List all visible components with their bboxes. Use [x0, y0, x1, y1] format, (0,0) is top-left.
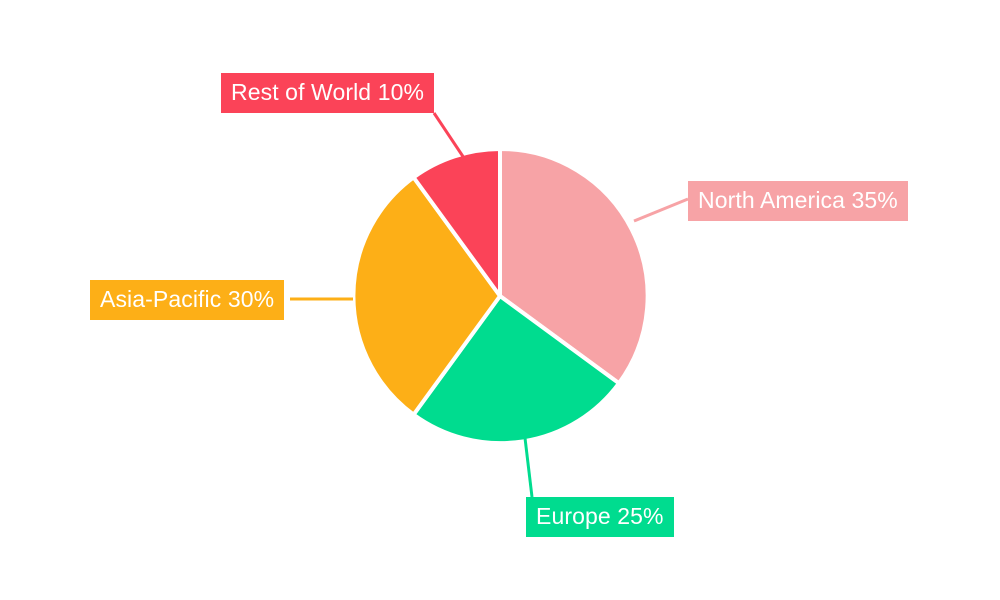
pie-slice-north-america[interactable]: [498, 146, 650, 386]
pie-label-europe[interactable]: Europe 25%: [526, 497, 674, 537]
leader-line-group: [290, 112, 689, 498]
pie-label-north-america[interactable]: North America 35%: [688, 181, 908, 221]
pie-slice-group: [351, 146, 650, 446]
leader-line-north-america: [633, 197, 689, 223]
leader-line-rest-of-world: [432, 112, 466, 159]
pie-slice-asia-pacific[interactable]: [351, 175, 502, 417]
pie-slice-europe[interactable]: [411, 294, 621, 446]
pie-slice-rest-of-world[interactable]: [411, 147, 502, 298]
pie-label-rest-of-world[interactable]: Rest of World 10%: [221, 73, 435, 113]
pie-label-asia-pacific[interactable]: Asia-Pacific 30%: [90, 280, 285, 320]
leader-line-europe: [523, 437, 534, 498]
